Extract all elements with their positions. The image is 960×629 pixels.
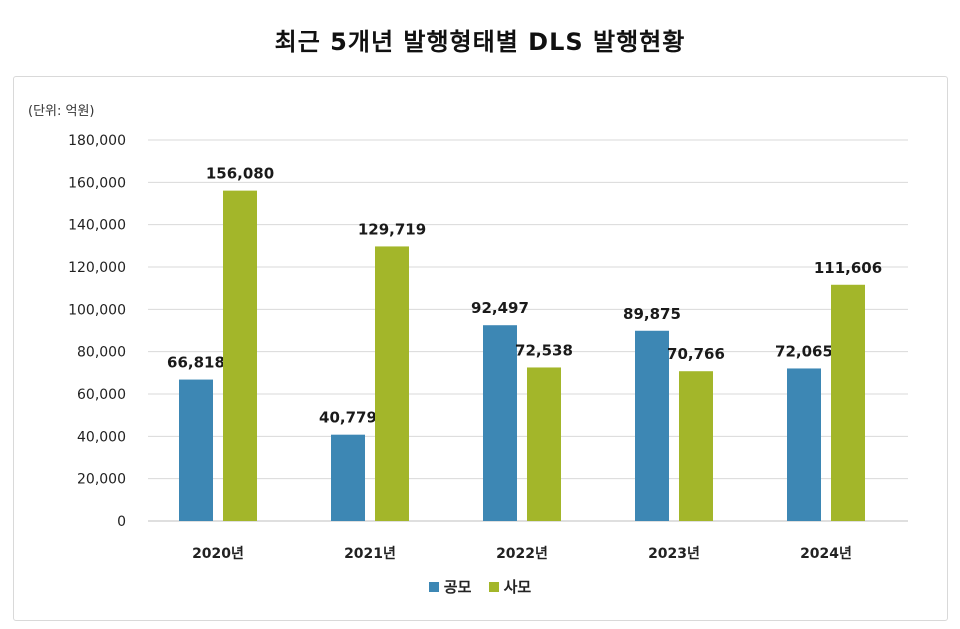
legend-label-gongmo: 공모	[443, 578, 472, 596]
bar	[679, 371, 713, 521]
y-tick-label: 160,000	[68, 175, 126, 191]
y-tick-label: 80,000	[77, 345, 126, 361]
x-category-label: 2023년	[648, 546, 700, 562]
bar	[331, 434, 365, 521]
y-tick-label: 20,000	[77, 472, 126, 488]
chart-panel	[13, 76, 948, 621]
bar	[787, 368, 821, 521]
data-label: 70,766	[667, 345, 725, 363]
data-label: 92,497	[471, 299, 529, 317]
y-tick-label: 140,000	[68, 218, 126, 234]
bar	[483, 325, 517, 521]
y-tick-label: 60,000	[77, 387, 126, 403]
legend-label-samo: 사모	[503, 578, 532, 596]
x-category-label: 2020년	[192, 546, 244, 562]
x-category-label: 2021년	[344, 546, 396, 562]
data-label: 72,538	[515, 341, 573, 359]
unit-label: (단위: 억원)	[28, 104, 95, 119]
data-label: 40,779	[319, 409, 377, 427]
data-label: 129,719	[358, 220, 426, 238]
bar	[375, 246, 409, 522]
legend-swatch-samo	[488, 581, 499, 592]
legend: 공모 사모	[0, 576, 960, 597]
x-category-label: 2024년	[800, 546, 852, 562]
chart-title-wrap: 최근 5개년 발행형태별 DLS 발행현황	[0, 22, 960, 57]
bar	[831, 284, 865, 521]
legend-item-samo: 사모	[488, 576, 532, 597]
y-tick-label: 40,000	[77, 429, 126, 445]
bar	[179, 379, 213, 521]
y-tick-label: 0	[117, 514, 126, 530]
data-label: 89,875	[623, 305, 681, 323]
x-category-label: 2022년	[496, 546, 548, 562]
data-label: 72,065	[775, 342, 833, 360]
legend-item-gongmo: 공모	[428, 576, 472, 597]
y-tick-label: 100,000	[68, 302, 126, 318]
data-label: 66,818	[167, 354, 225, 372]
bar	[223, 190, 257, 521]
data-label: 111,606	[814, 259, 882, 277]
bar	[635, 330, 669, 521]
data-label: 156,080	[206, 165, 274, 183]
y-tick-label: 180,000	[68, 133, 126, 149]
y-tick-label: 120,000	[68, 260, 126, 276]
legend-swatch-gongmo	[428, 581, 439, 592]
bar	[527, 367, 561, 521]
chart-title: 최근 5개년 발행형태별 DLS 발행현황	[274, 28, 686, 56]
